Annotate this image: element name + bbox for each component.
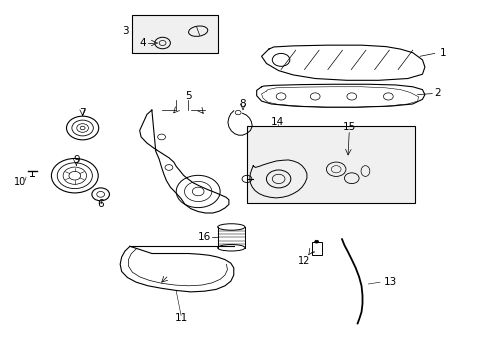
Text: 1: 1 — [439, 48, 445, 58]
Text: 10: 10 — [14, 177, 26, 187]
Text: 13: 13 — [383, 277, 396, 287]
Text: 11: 11 — [174, 313, 187, 323]
Text: 4: 4 — [140, 38, 146, 48]
Text: 15: 15 — [342, 122, 355, 132]
Bar — [246, 126, 414, 203]
Text: 16: 16 — [198, 232, 211, 242]
Text: 6: 6 — [97, 199, 104, 210]
Text: 2: 2 — [434, 88, 440, 98]
Text: 12: 12 — [297, 256, 309, 266]
Circle shape — [314, 240, 318, 243]
Text: 8: 8 — [239, 99, 246, 109]
Text: 3: 3 — [122, 26, 128, 36]
Text: 14: 14 — [270, 117, 284, 127]
Text: 5: 5 — [185, 91, 191, 101]
Bar — [311, 242, 321, 255]
Bar — [132, 15, 217, 53]
Text: 9: 9 — [73, 155, 80, 165]
Text: 7: 7 — [79, 108, 86, 118]
